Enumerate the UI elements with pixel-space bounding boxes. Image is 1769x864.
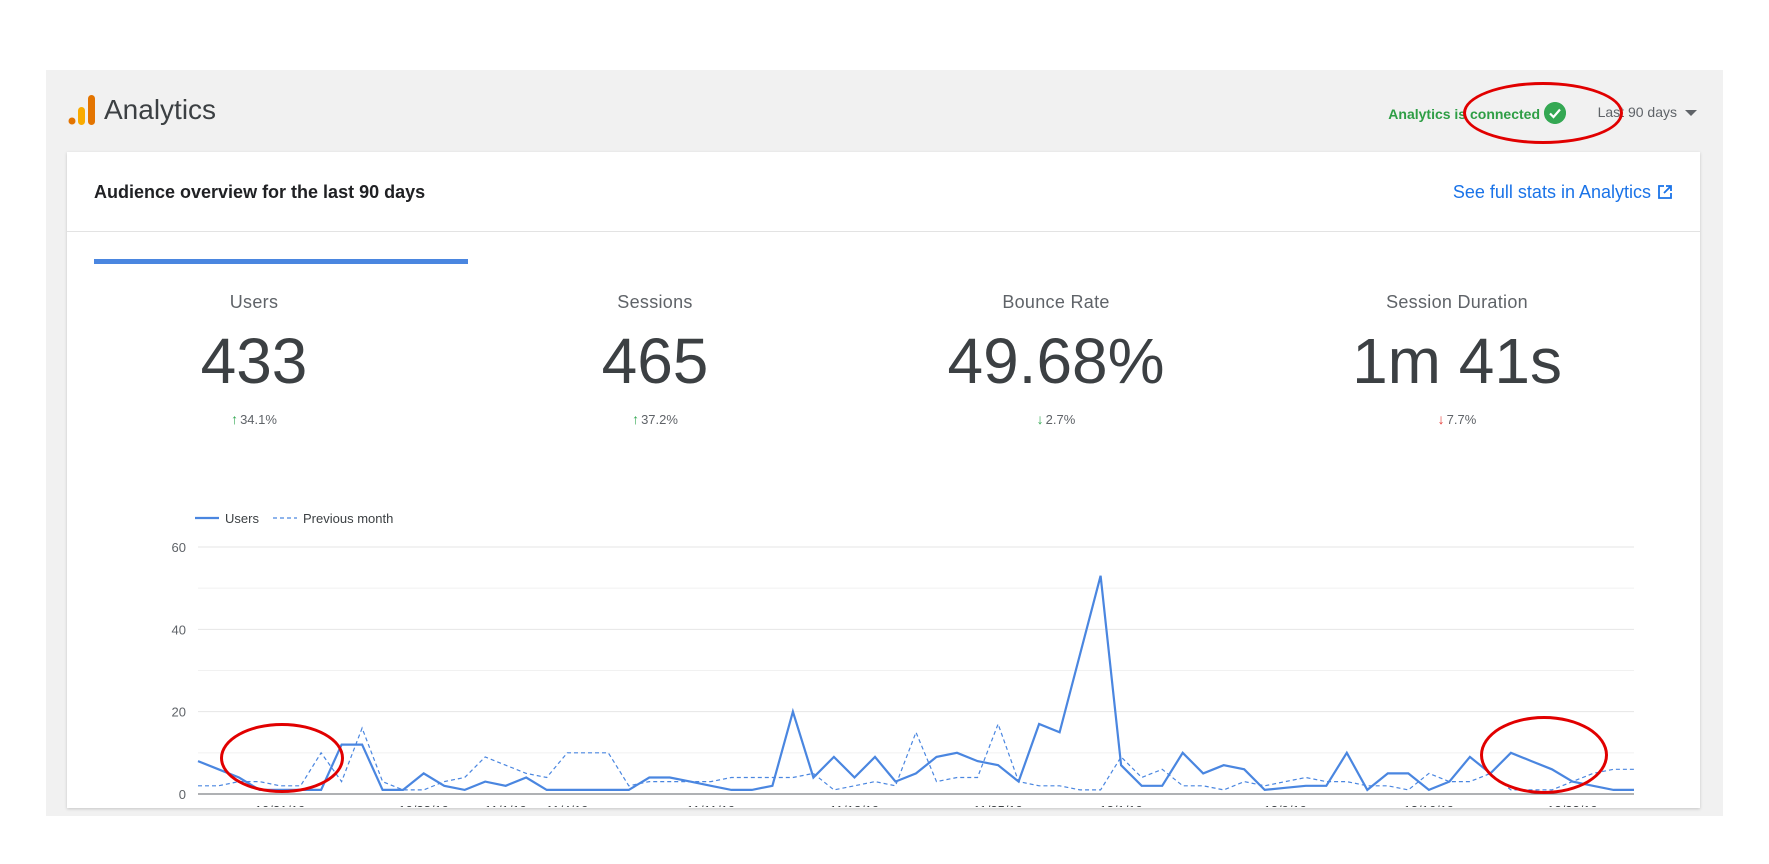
active-tab-indicator xyxy=(94,259,468,264)
y-tick-label: 40 xyxy=(172,622,186,637)
full-stats-label: See full stats in Analytics xyxy=(1452,182,1651,202)
metric-sessions[interactable]: Sessions 465 ↑ 37.2% xyxy=(455,292,855,427)
metric-delta: ↓ 2.7% xyxy=(1036,411,1076,427)
x-tick-label: 11/1/19 xyxy=(485,803,527,807)
metric-label: Bounce Rate xyxy=(1002,292,1110,312)
date-range-label: Last 90 days xyxy=(1597,104,1677,120)
x-tick-label: 12/16/19 xyxy=(1404,803,1455,807)
metric-value: 465 xyxy=(601,325,709,397)
app-title: Analytics xyxy=(104,94,217,125)
metric-value: 1m 41s xyxy=(1352,325,1562,397)
metric-delta: ↓ 7.7% xyxy=(1437,411,1477,427)
arrow-down-icon: ↓ xyxy=(1036,411,1044,427)
card-header: Audience overview for the last 90 days S… xyxy=(67,152,1700,232)
metric-delta: ↑ 34.1% xyxy=(231,411,277,427)
check-circle-icon xyxy=(1544,102,1566,124)
users-series-line xyxy=(197,575,1634,792)
metric-label: Sessions xyxy=(617,292,693,312)
analytics-widget: Analytics Analytics is connected Last 90… xyxy=(46,70,1723,816)
metric-users[interactable]: Users 433 ↑ 34.1% xyxy=(54,292,454,427)
x-tick-label: 11/18/19 xyxy=(830,803,880,807)
users-line-chart: 0 20 40 60 10/21/19 10/28/19 11/1/19 11/4/19 11/… xyxy=(172,511,1634,807)
date-range-dropdown[interactable]: Last 90 days xyxy=(1598,104,1697,120)
arrow-down-icon: ↓ xyxy=(1437,411,1445,427)
metric-label: Users xyxy=(229,292,279,312)
audience-overview-card: Audience overview for the last 90 days S… xyxy=(67,152,1700,808)
legend-label: Previous month xyxy=(303,511,393,526)
metric-label: Session Duration xyxy=(1386,292,1528,312)
x-tick-label: 11/4/19 xyxy=(546,803,588,807)
previous-month-series-line xyxy=(198,722,1634,791)
card-title: Audience overview for the last 90 days xyxy=(94,182,426,202)
x-tick-label: 10/28/19 xyxy=(398,803,449,807)
x-tick-label: 11/11/19 xyxy=(687,803,736,807)
metric-value: 49.68% xyxy=(947,325,1165,397)
x-tick-label: 12/1/19 xyxy=(1099,803,1142,807)
legend-label: Users xyxy=(225,511,259,526)
y-tick-label: 60 xyxy=(172,540,186,555)
x-tick-label: 10/21/19 xyxy=(255,803,306,807)
x-tick-label: 11/25/19 xyxy=(973,803,1023,807)
metric-value: 433 xyxy=(200,325,308,397)
metric-bounce-rate[interactable]: Bounce Rate 49.68% ↓ 2.7% xyxy=(856,292,1256,427)
arrow-up-icon: ↑ xyxy=(632,411,640,427)
external-link-icon xyxy=(1658,185,1672,199)
full-stats-link[interactable]: See full stats in Analytics xyxy=(1453,182,1672,203)
analytics-logo-icon xyxy=(68,95,95,125)
users-chart-area: 0 20 40 60 10/21/19 10/28/19 11/1/19 11/4/19 11/… xyxy=(67,477,1700,807)
y-tick-label: 0 xyxy=(179,787,186,802)
x-tick-label: 12/23/19 xyxy=(1547,803,1598,807)
metric-delta: ↑ 37.2% xyxy=(632,411,678,427)
connection-status: Analytics is connected xyxy=(1388,106,1540,122)
chevron-down-icon xyxy=(1685,110,1697,117)
arrow-up-icon: ↑ xyxy=(231,411,239,427)
y-tick-label: 20 xyxy=(172,705,186,720)
metric-session-duration[interactable]: Session Duration 1m 41s ↓ 7.7% xyxy=(1257,292,1657,427)
x-tick-label: 12/9/19 xyxy=(1264,803,1307,807)
